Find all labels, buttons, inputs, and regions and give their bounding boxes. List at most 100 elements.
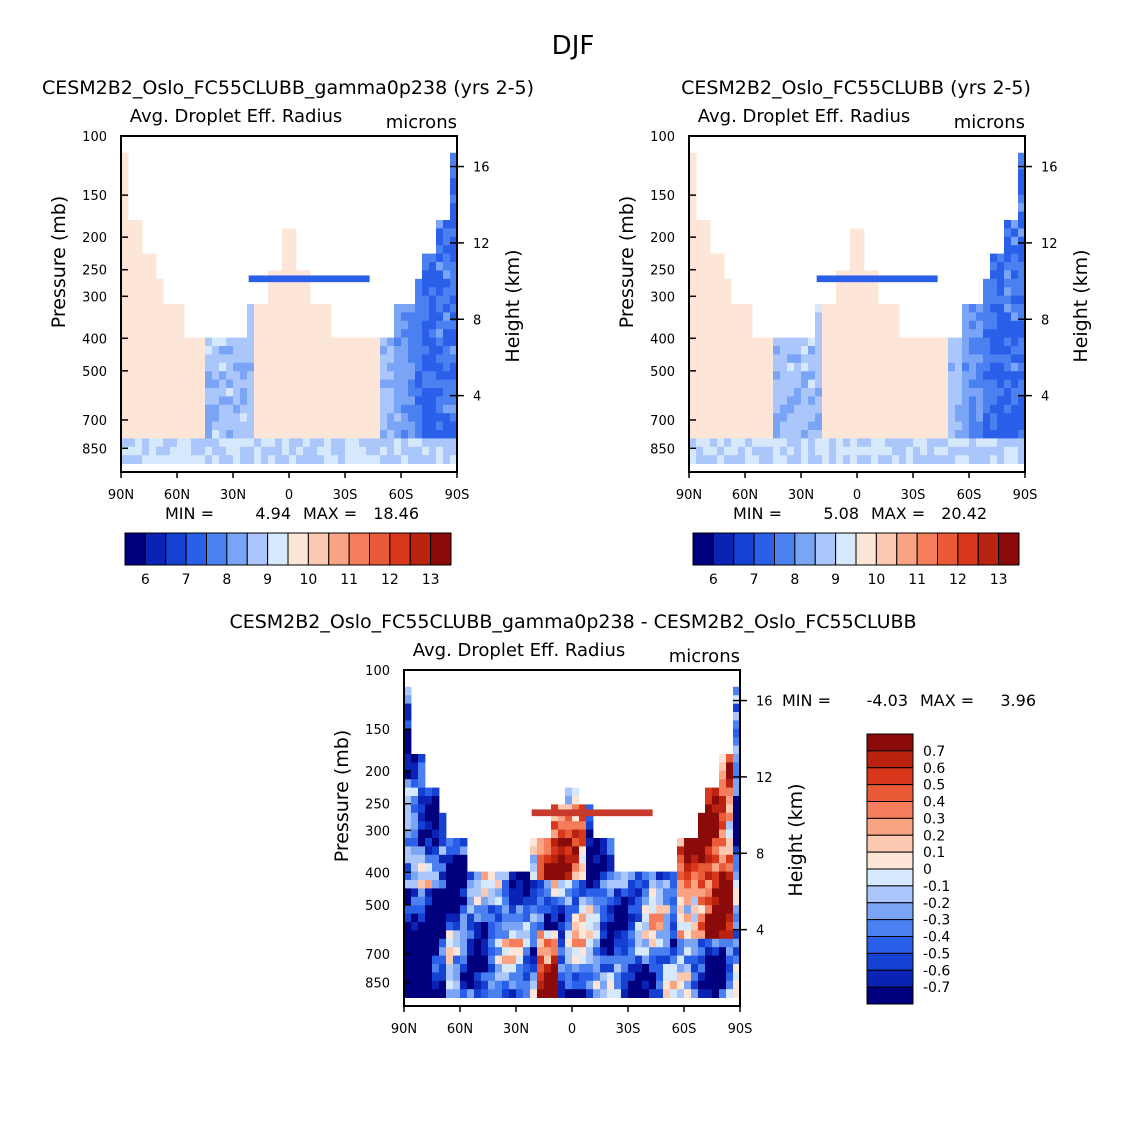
height-tick-label: 12	[473, 237, 490, 252]
contour-cell	[558, 888, 566, 898]
contour-cell	[310, 346, 318, 355]
contour-cell	[691, 896, 699, 906]
contour-cell	[586, 812, 594, 822]
contour-cell	[373, 455, 381, 464]
contour-cell	[474, 896, 482, 906]
contour-cell	[892, 304, 900, 313]
contour-cell	[689, 312, 697, 322]
contour-cell	[857, 421, 865, 431]
colorbar-swatch	[866, 919, 914, 937]
contour-cell	[488, 896, 496, 906]
contour-cell	[927, 446, 935, 456]
contour-cell	[261, 404, 269, 414]
contour-cell	[436, 304, 444, 313]
contour-cell	[822, 329, 830, 338]
contour-cell	[191, 337, 199, 347]
contour-cell	[983, 404, 991, 414]
contour-cell	[586, 980, 594, 990]
colorbar-swatch	[165, 532, 187, 566]
colorbar-label: -0.5	[923, 946, 950, 962]
contour-cell	[275, 329, 283, 338]
contour-cell	[1011, 312, 1019, 322]
contour-cell	[289, 438, 297, 448]
contour-cell	[794, 388, 802, 397]
contour-cell	[446, 863, 454, 872]
contour-cell	[551, 829, 559, 839]
contour-cell	[726, 905, 734, 914]
contour-cell	[976, 312, 984, 322]
contour-cell	[969, 413, 977, 422]
contour-cell	[474, 964, 482, 973]
contour-cell	[411, 922, 419, 931]
variable-name: Avg. Droplet Eff. Radius	[130, 106, 343, 127]
contour-cell	[628, 972, 636, 982]
contour-cell	[738, 346, 746, 355]
contour-cell	[544, 930, 552, 940]
contour-cell	[268, 438, 276, 448]
contour-cell	[453, 980, 461, 990]
contour-cell	[404, 821, 412, 830]
contour-cell	[712, 804, 720, 814]
contour-cell	[689, 337, 697, 347]
contour-cell	[422, 320, 430, 330]
contour-field	[404, 686, 741, 998]
contour-cell	[733, 972, 741, 982]
contour-cell	[537, 964, 545, 973]
contour-cell	[401, 446, 409, 456]
contour-cell	[296, 354, 304, 364]
contour-cell	[579, 863, 587, 872]
contour-cell	[408, 304, 416, 313]
contour-cell	[261, 304, 269, 313]
contour-cell	[717, 446, 725, 456]
contour-cell	[565, 964, 573, 973]
contour-cell	[1004, 228, 1012, 238]
contour-cell	[170, 446, 178, 456]
contour-cell	[983, 278, 991, 288]
contour-cell	[934, 371, 942, 380]
contour-cell	[439, 980, 447, 990]
contour-cell	[705, 871, 713, 881]
contour-cell	[429, 404, 437, 414]
contour-cell	[537, 922, 545, 931]
contour-cell	[794, 362, 802, 372]
contour-cell	[345, 455, 353, 464]
contour-cell	[913, 438, 921, 448]
contour-cell	[719, 829, 727, 839]
colorbar-label: 13	[422, 572, 440, 588]
colorbar-swatch	[866, 767, 914, 786]
contour-cell	[523, 922, 531, 931]
contour-cell	[226, 337, 234, 347]
contour-cell	[268, 421, 276, 431]
contour-cell	[268, 455, 276, 464]
contour-cell	[303, 388, 311, 397]
contour-cell	[523, 913, 531, 923]
colorbar-label: 12	[381, 572, 399, 588]
contour-cell	[572, 796, 580, 805]
contour-cell	[509, 972, 517, 982]
contour-cell	[380, 346, 388, 355]
contour-cell	[586, 896, 594, 906]
contour-cell	[310, 413, 318, 422]
contour-cell	[836, 295, 844, 305]
contour-cell	[579, 896, 587, 906]
contour-cell	[296, 421, 304, 431]
contour-cell	[425, 905, 433, 914]
contour-cell	[121, 337, 129, 347]
colorbar-swatch	[774, 532, 796, 566]
contour-cell	[822, 346, 830, 355]
contour-cell	[474, 888, 482, 898]
contour-cell	[558, 863, 566, 872]
contour-cell	[205, 371, 213, 380]
contour-cell	[983, 388, 991, 397]
contour-cell	[537, 896, 545, 906]
contour-cell	[850, 404, 858, 414]
contour-cell	[955, 388, 963, 397]
contour-cell	[892, 379, 900, 389]
contour-cell	[920, 413, 928, 422]
contour-cell	[969, 304, 977, 313]
contour-cell	[710, 354, 718, 364]
contour-cell	[247, 438, 255, 448]
contour-cell	[156, 278, 164, 288]
contour-cell	[607, 838, 615, 847]
contour-cell	[726, 796, 734, 805]
